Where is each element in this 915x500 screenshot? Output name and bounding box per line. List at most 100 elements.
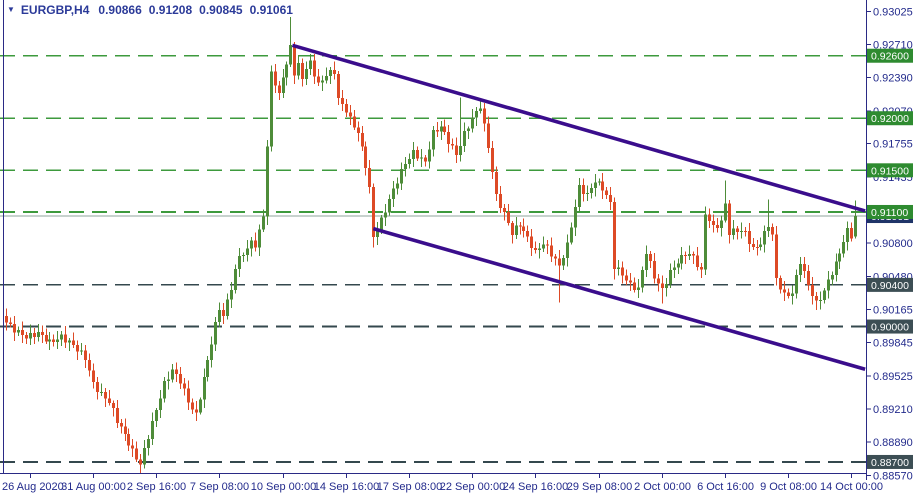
ohlc-close-value: 0.91061 [249,3,293,17]
trendline-upper-channel[interactable] [291,43,866,213]
candle-body [96,382,99,392]
candle-body [238,256,241,270]
candle-body [48,339,51,342]
candle-body [76,345,79,352]
candle-body [195,409,198,413]
candle-body [305,68,308,79]
x-axis-tick-label: 17 Sep 08:00 [377,481,442,493]
candle-body [649,253,652,262]
candle-body [345,103,348,113]
candle-body [590,188,593,194]
candle-body [677,263,680,268]
candle-body [519,225,522,227]
candle-body [428,149,431,162]
candle-body [522,226,525,231]
candle-body [349,112,352,117]
candle-body [155,410,158,421]
candle-body [803,263,806,271]
svg-text:0.90000: 0.90000 [871,322,909,334]
candle-body [708,214,711,221]
candle-body [135,448,138,460]
candle-body [771,227,774,235]
candle-body [270,71,273,147]
candle-body [5,316,8,323]
candle-body [657,278,660,284]
candle-body [440,126,443,132]
candle-body [325,75,328,81]
candle-body [321,80,324,83]
candle-body [554,256,557,259]
candles-layer [5,17,857,473]
ohlc-high-value: 0.91208 [148,3,193,17]
candle-body [159,398,162,411]
candle-body [756,246,759,248]
candle-body [52,339,55,342]
candle-body [633,282,636,290]
y-axis-tick-label: 0.92710 [873,39,913,51]
candle-body [13,324,16,333]
candle-body [455,145,458,156]
candle-body [72,340,75,346]
candle-body [266,146,269,217]
y-axis-tick-label: 0.89210 [873,404,913,416]
candle-body [432,129,435,150]
candle-body [748,231,751,244]
candle-body [100,391,103,393]
trendline-lower-channel[interactable] [372,226,866,371]
candle-body [242,255,245,257]
candle-body [736,228,739,232]
candle-body [700,267,703,270]
candle-body [625,275,628,281]
candle-body [661,283,664,289]
candle-body [443,126,446,132]
symbol-dropdown-icon[interactable]: ▼ [7,4,15,14]
candle-body [127,434,130,446]
candle-body [143,447,146,465]
candle-body [601,181,604,191]
candle-body [534,248,537,251]
candle-body [234,269,237,290]
candle-body [842,242,845,254]
candle-body [258,229,261,248]
candle-body [416,150,419,159]
level-price-label: 0.90000 [867,319,913,334]
candle-body [37,331,40,337]
x-axis-tick-label: 22 Sep 00:00 [440,481,505,493]
candle-body [361,133,364,147]
candle-body [621,267,624,276]
candle-body [285,64,288,78]
candle-body [562,258,565,266]
x-axis-tick-label: 10 Sep 00:00 [251,481,316,493]
candle-body [388,198,391,213]
candle-body [412,150,415,159]
candle-body [29,332,32,339]
x-axis-tick-label: 14 Sep 16:00 [314,481,379,493]
candle-body [653,261,656,279]
candle-body [400,169,403,184]
candle-body [515,225,518,235]
candle-body [289,45,292,65]
candle-body [108,398,111,403]
candle-body [357,127,360,134]
candle-body [380,217,383,231]
ohlc-open-value: 0.90866 [98,3,142,17]
candle-body [609,195,612,203]
candle-body [692,254,695,256]
candle-body [669,270,672,285]
candle-body [420,157,423,159]
x-axis-tick-label: 2 Oct 00:00 [634,481,691,493]
candle-body [538,248,541,251]
candle-body [827,279,830,291]
candle-body [274,71,277,86]
x-axis-tick-label: 29 Sep 08:00 [567,481,632,493]
candle-body [254,240,257,248]
candle-body [112,402,115,409]
candle-body [629,280,632,283]
candle-body [278,85,281,93]
candle-body [582,184,585,195]
candle-body [835,261,838,276]
candle-body [262,216,265,230]
candle-body [688,254,691,257]
candle-body [586,193,589,195]
